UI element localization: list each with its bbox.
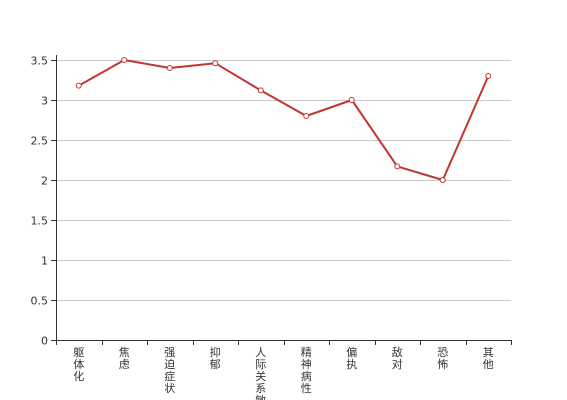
x-tick-label: 恐怖	[437, 346, 448, 371]
x-tick-label: 强迫症状	[164, 346, 175, 395]
y-axis-tick-labels: 0 0.5 1 1.5 2 2.5 3 3.5	[31, 55, 49, 348]
y-tick-label: 2.5	[31, 135, 49, 148]
series	[75, 57, 492, 183]
data-point	[485, 73, 492, 79]
y-tick-label: 3.5	[31, 55, 49, 68]
data-point	[394, 163, 401, 170]
x-tick-label: 焦虑	[119, 346, 130, 371]
series-line	[78, 59, 490, 181]
data-point	[439, 177, 446, 183]
data-point	[348, 97, 355, 103]
y-tick-label: 3	[41, 95, 48, 108]
x-tick-label: 抑郁	[210, 345, 221, 371]
data-point	[257, 87, 264, 94]
x-tick-label: 偏执	[346, 345, 357, 371]
x-tick-label: 敌对	[392, 345, 403, 371]
x-tick-label: 精神病性	[301, 346, 312, 395]
axes	[51, 55, 512, 345]
data-point	[75, 82, 82, 89]
y-tick-label: 1	[41, 255, 48, 268]
data-point	[212, 60, 219, 67]
x-axis-tick-labels: 躯体化 焦虑 强迫症状 抑郁 人际关系敏感 精神病性 偏执 敌对 恐怖 其他	[73, 345, 494, 400]
y-tick-label: 0	[41, 335, 48, 348]
data-point	[303, 113, 310, 119]
y-tick-label: 1.5	[31, 215, 49, 228]
y-tick-label: 2	[41, 175, 48, 188]
y-tick-label: 0.5	[31, 295, 49, 308]
x-tick-label: 躯体化	[73, 346, 84, 383]
data-point	[121, 57, 128, 63]
x-tick-label: 其他	[483, 346, 494, 371]
data-point	[166, 65, 173, 71]
x-tick-label: 人际关系敏感	[255, 346, 266, 400]
